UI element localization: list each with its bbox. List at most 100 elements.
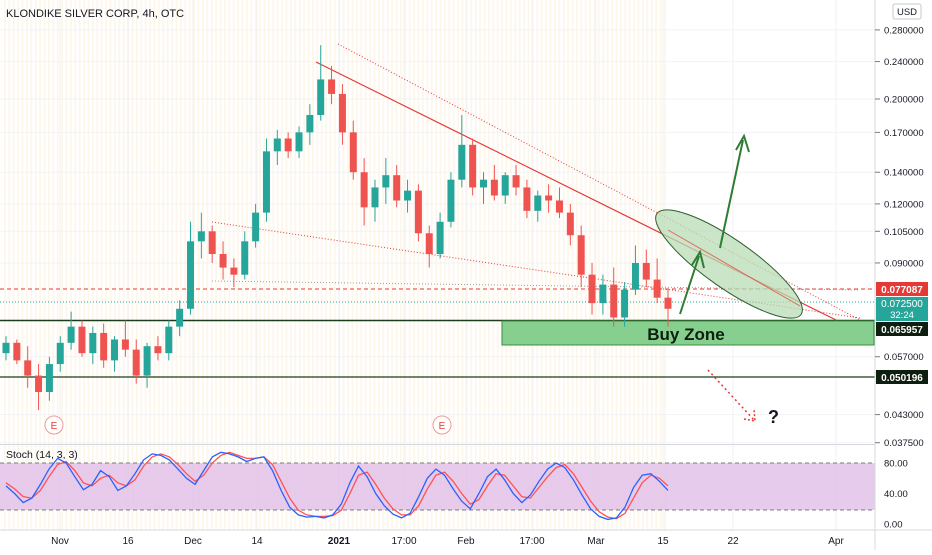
price-axis-bg bbox=[875, 0, 932, 550]
session-shade bbox=[92, 0, 94, 530]
session-shade bbox=[8, 0, 11, 530]
svg-text:32:24: 32:24 bbox=[890, 310, 914, 321]
price-tick-label: 0.037500 bbox=[884, 438, 924, 449]
candle-body bbox=[45, 364, 53, 393]
candle-body bbox=[154, 346, 162, 354]
price-tick-label: 0.090000 bbox=[884, 258, 924, 269]
candle-body bbox=[143, 346, 151, 376]
session-shade bbox=[549, 0, 552, 530]
session-shade bbox=[518, 0, 521, 530]
session-shade bbox=[351, 0, 354, 530]
session-shade bbox=[131, 0, 134, 530]
stoch-k-line bbox=[5, 451, 669, 521]
candle-body bbox=[534, 195, 542, 211]
price-tick-label: 0.140000 bbox=[884, 168, 924, 179]
session-shade bbox=[413, 0, 415, 530]
session-shade bbox=[369, 0, 371, 530]
session-shade bbox=[34, 0, 37, 530]
candle-body bbox=[566, 212, 574, 236]
svg-text:USD: USD bbox=[897, 7, 917, 18]
session-shade bbox=[74, 0, 77, 530]
svg-text:0.072500: 0.072500 bbox=[881, 299, 923, 310]
candle-body bbox=[262, 151, 270, 213]
chart-title: KLONDIKE SILVER CORP, 4h, OTC bbox=[6, 8, 184, 20]
candle-body bbox=[501, 175, 509, 196]
session-shade bbox=[417, 0, 420, 530]
session-shade bbox=[61, 0, 63, 530]
candle-body bbox=[610, 284, 618, 318]
session-shade bbox=[114, 0, 116, 530]
session-shade bbox=[602, 0, 605, 530]
session-shade bbox=[210, 0, 213, 530]
breakout-ellipse[interactable] bbox=[643, 194, 815, 334]
session-shade bbox=[435, 0, 437, 530]
price-tick-label: 0.120000 bbox=[884, 199, 924, 210]
session-shade bbox=[4, 0, 6, 530]
price-tick-label: 0.043000 bbox=[884, 410, 924, 421]
green-arrow-large[interactable] bbox=[719, 133, 750, 249]
candle-body bbox=[360, 172, 368, 208]
session-shade bbox=[281, 0, 283, 530]
session-shade bbox=[118, 0, 121, 530]
candle-body bbox=[208, 231, 216, 255]
session-shade bbox=[655, 0, 657, 530]
lower-dotted-trendline[interactable] bbox=[211, 221, 861, 319]
candle-body bbox=[555, 200, 563, 213]
time-label: Dec bbox=[184, 536, 202, 547]
session-shade bbox=[439, 0, 442, 530]
session-shade bbox=[153, 0, 156, 530]
green-arrow-small[interactable] bbox=[679, 249, 705, 315]
session-shade bbox=[496, 0, 499, 530]
candle-body bbox=[382, 175, 390, 188]
session-shade bbox=[52, 0, 55, 530]
candle-body bbox=[121, 339, 129, 350]
candle-body bbox=[512, 175, 520, 188]
session-shade bbox=[620, 0, 622, 530]
red-dotted-arrow[interactable] bbox=[707, 369, 756, 422]
candle-body bbox=[100, 332, 108, 361]
session-shade bbox=[272, 0, 275, 530]
price-tick-label: 0.170000 bbox=[884, 128, 924, 139]
candle-body bbox=[317, 79, 325, 116]
pane-separator bbox=[0, 444, 875, 445]
session-shade bbox=[422, 0, 424, 530]
session-shade bbox=[536, 0, 539, 530]
session-shade bbox=[373, 0, 376, 530]
session-shade bbox=[664, 0, 666, 530]
candle-body bbox=[328, 79, 336, 94]
session-shade bbox=[598, 0, 600, 530]
buy-zone-box[interactable] bbox=[501, 320, 875, 346]
session-shade bbox=[109, 0, 112, 530]
session-shade bbox=[505, 0, 508, 530]
session-shade bbox=[294, 0, 297, 530]
earnings-marker-1[interactable]: E bbox=[44, 415, 64, 435]
session-shade bbox=[461, 0, 464, 530]
session-shade bbox=[329, 0, 332, 530]
stoch-tick-label: 80.00 bbox=[884, 459, 908, 470]
candle-body bbox=[523, 187, 531, 211]
candle-body bbox=[284, 138, 292, 152]
candle-body bbox=[599, 284, 607, 304]
time-label: Apr bbox=[828, 536, 844, 547]
candle-body bbox=[24, 360, 32, 376]
session-shade bbox=[593, 0, 596, 530]
time-label: Feb bbox=[457, 536, 475, 547]
session-shade bbox=[624, 0, 627, 530]
price-tick-label: 0.240000 bbox=[884, 57, 924, 68]
time-label: 17:00 bbox=[391, 536, 416, 547]
currency-badge[interactable]: USD bbox=[892, 3, 922, 20]
session-shade bbox=[316, 0, 319, 530]
session-shade bbox=[510, 0, 512, 530]
candle-body bbox=[631, 262, 639, 290]
session-shade bbox=[554, 0, 556, 530]
stoch-tick-label: 40.00 bbox=[884, 489, 908, 500]
session-shade bbox=[606, 0, 609, 530]
candle-body bbox=[67, 326, 75, 343]
earnings-marker-2[interactable]: E bbox=[432, 415, 452, 435]
stoch-tick-labels: 80.00 40.00 0.00 bbox=[884, 459, 908, 531]
time-label: 16 bbox=[122, 536, 134, 547]
candle-body bbox=[621, 289, 629, 318]
candle-body bbox=[35, 375, 43, 393]
session-shade bbox=[488, 0, 490, 530]
